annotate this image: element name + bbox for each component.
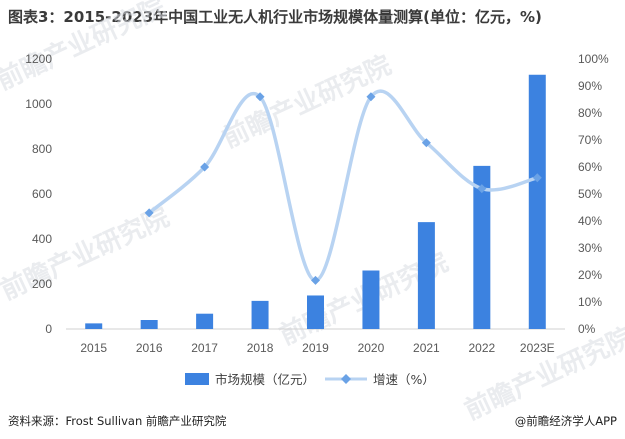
legend-line-label: 增速（%） <box>373 372 435 387</box>
left-axis: 0 200 400 600 800 1000 1200 <box>25 52 52 336</box>
bar-series <box>85 74 546 329</box>
y-right-tick-label: 70% <box>578 133 602 147</box>
right-axis: 0% 10% 20% 30% 40% 50% 60% 70% 80% 90% 100% <box>578 52 609 336</box>
watermark-text: 前瞻产业研究院 <box>0 201 174 306</box>
y-left-tick-label: 800 <box>32 142 52 156</box>
y-right-tick-label: 50% <box>578 187 602 201</box>
growth-point <box>255 92 265 102</box>
bar <box>417 222 435 329</box>
bar <box>473 165 491 329</box>
growth-point <box>477 184 487 194</box>
bar <box>196 313 214 329</box>
growth-point <box>421 138 431 148</box>
bar <box>307 295 324 329</box>
growth-point <box>366 92 376 102</box>
x-tick-label: 2017 <box>191 341 218 355</box>
y-right-tick-label: 30% <box>578 241 602 255</box>
brand-label: @前瞻经济学人APP <box>514 414 617 428</box>
y-right-tick-label: 40% <box>578 214 602 228</box>
source-note: 资料来源：Frost Sullivan 前瞻产业研究院 <box>8 414 227 428</box>
x-tick-label: 2022 <box>468 341 495 355</box>
growth-line <box>147 89 540 283</box>
x-tick-label: 2023E <box>520 341 555 355</box>
bar <box>362 270 380 329</box>
y-right-tick-label: 100% <box>578 52 609 66</box>
legend-bar-swatch <box>185 373 209 385</box>
legend-bar-label: 市场规模（亿元） <box>215 372 315 387</box>
bar <box>528 74 546 329</box>
y-left-tick-label: 0 <box>45 322 52 336</box>
y-left-tick-label: 600 <box>32 187 52 201</box>
bar <box>85 323 103 329</box>
bar <box>140 320 158 329</box>
line-series <box>144 89 542 285</box>
legend-line-marker <box>341 374 351 384</box>
y-right-tick-label: 10% <box>578 295 602 309</box>
watermark-text: 前瞻产业研究院 <box>460 321 625 426</box>
x-tick-label: 2015 <box>80 341 107 355</box>
y-right-tick-label: 60% <box>578 160 602 174</box>
x-axis: 2015 2016 2017 2018 2019 2020 2021 2022 2023E <box>80 341 554 355</box>
growth-point <box>311 275 320 285</box>
x-tick-label: 2019 <box>302 341 329 355</box>
growth-point <box>200 162 210 172</box>
y-right-tick-label: 0% <box>578 322 596 336</box>
bar <box>251 300 269 329</box>
y-left-tick-label: 200 <box>32 277 52 291</box>
x-tick-label: 2018 <box>247 341 274 355</box>
x-tick-label: 2020 <box>358 341 385 355</box>
watermark-text: 前瞻产业研究院 <box>0 0 170 96</box>
growth-point <box>532 173 542 183</box>
chart-title: 图表3：2015-2023年中国工业无人机行业市场规模体量测算(单位：亿元，%) <box>8 8 542 26</box>
growth-point <box>144 208 154 218</box>
y-left-tick-label: 1000 <box>25 97 52 111</box>
y-right-tick-label: 20% <box>578 268 602 282</box>
y-right-tick-label: 80% <box>578 106 602 120</box>
y-left-tick-label: 1200 <box>25 52 52 66</box>
y-right-tick-label: 90% <box>578 79 602 93</box>
legend: 市场规模（亿元） 增速（%） <box>185 372 435 387</box>
x-tick-label: 2016 <box>136 341 163 355</box>
x-tick-label: 2021 <box>413 341 440 355</box>
y-left-tick-label: 400 <box>32 232 52 246</box>
